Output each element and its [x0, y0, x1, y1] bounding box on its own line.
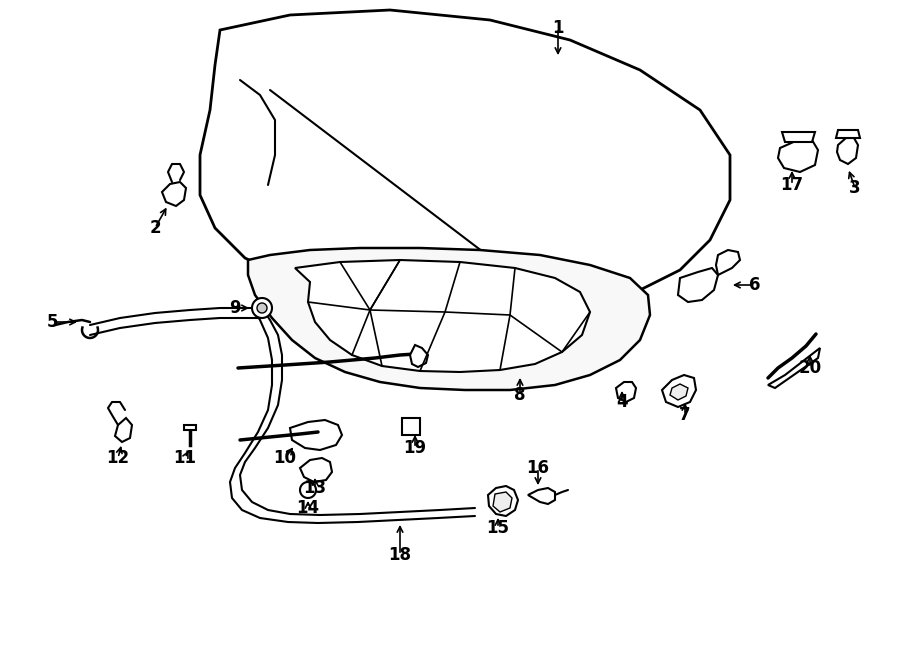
Polygon shape — [836, 130, 860, 138]
Polygon shape — [616, 382, 636, 402]
Text: 18: 18 — [389, 546, 411, 564]
Polygon shape — [402, 418, 420, 435]
Text: 2: 2 — [149, 219, 161, 237]
Text: 19: 19 — [403, 439, 427, 457]
Text: 14: 14 — [296, 499, 320, 517]
Text: 7: 7 — [680, 406, 691, 424]
Text: 20: 20 — [798, 359, 822, 377]
Polygon shape — [295, 260, 590, 372]
Polygon shape — [528, 488, 555, 504]
Polygon shape — [778, 140, 818, 172]
Text: 10: 10 — [274, 449, 296, 467]
Polygon shape — [670, 384, 688, 400]
Polygon shape — [300, 458, 332, 482]
Polygon shape — [837, 138, 858, 164]
Text: 3: 3 — [850, 179, 860, 197]
Text: 11: 11 — [174, 449, 196, 467]
Text: 17: 17 — [780, 176, 804, 194]
Text: 16: 16 — [526, 459, 550, 477]
Polygon shape — [248, 248, 650, 390]
Polygon shape — [768, 348, 820, 388]
Polygon shape — [493, 492, 512, 512]
Polygon shape — [678, 268, 718, 302]
Polygon shape — [200, 10, 730, 310]
Text: 8: 8 — [514, 386, 526, 404]
Polygon shape — [252, 298, 272, 318]
Polygon shape — [716, 250, 740, 275]
Text: 13: 13 — [303, 479, 327, 497]
Polygon shape — [115, 418, 132, 442]
Polygon shape — [782, 132, 815, 142]
Polygon shape — [290, 420, 342, 450]
Polygon shape — [410, 345, 428, 367]
Text: 12: 12 — [106, 449, 130, 467]
Polygon shape — [184, 425, 196, 430]
Text: 15: 15 — [487, 519, 509, 537]
Polygon shape — [488, 486, 518, 516]
Polygon shape — [162, 182, 186, 206]
Polygon shape — [300, 482, 316, 498]
Text: 6: 6 — [749, 276, 760, 294]
Text: 9: 9 — [230, 299, 241, 317]
Text: 1: 1 — [553, 19, 563, 37]
Polygon shape — [662, 375, 696, 407]
Polygon shape — [257, 303, 267, 313]
Text: 4: 4 — [616, 393, 628, 411]
Text: 5: 5 — [46, 313, 58, 331]
